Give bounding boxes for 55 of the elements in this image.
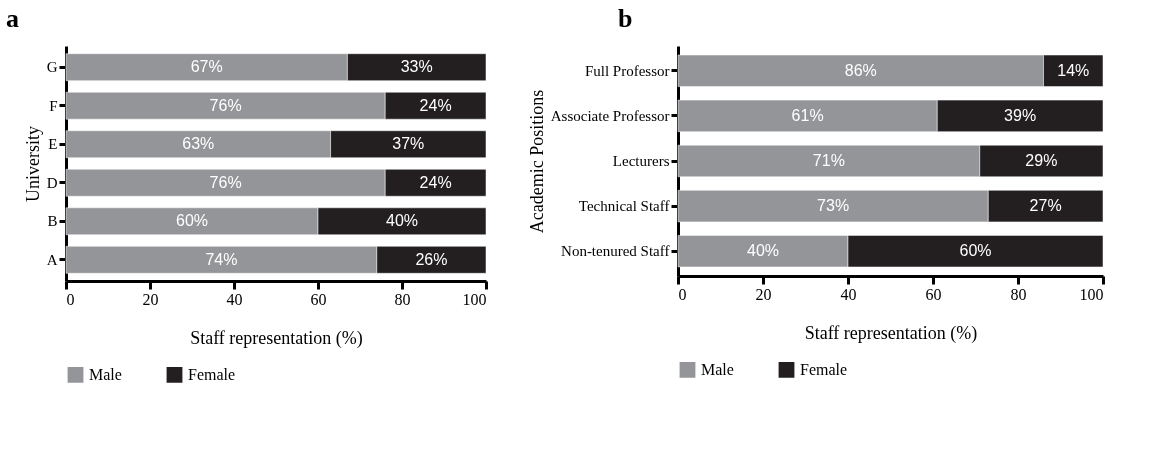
x-tick-label: 100 [1079,285,1104,303]
x-tick-label: 80 [394,290,411,308]
legend-label: Male [701,360,734,378]
y-tick-label: Non-tenured Staff [561,243,670,260]
data-label: 29% [1025,152,1058,169]
data-label: 73% [817,197,850,215]
x-tick-label: 100 [462,290,487,308]
x-tick-label: 0 [66,290,75,308]
data-label: 26% [415,250,448,268]
x-tick-label: 40 [226,290,243,308]
legend-label: Male [89,365,122,383]
data-label: 37% [392,135,425,153]
x-tick-label: 20 [755,285,772,303]
data-label: 63% [182,135,215,153]
data-label: 60% [175,212,209,230]
x-axis-title: Staff representation (%) [804,322,978,344]
data-label: 67% [190,58,223,76]
y-axis-title: University [22,126,43,202]
data-label: 61% [791,106,824,124]
x-tick-label: 0 [678,285,687,303]
legend-label: Female [188,365,236,383]
chart-title: a [6,4,19,33]
data-label: 60% [959,242,992,260]
x-tick-label: 60 [925,285,942,303]
data-label: 71% [812,152,845,169]
legend-label: Female [800,360,848,378]
x-axis-title: Staff representation (%) [190,327,363,349]
y-axis-title: Academic Positions [526,89,547,234]
y-tick-label: Technical Staff [578,198,670,215]
x-tick-label: 40 [840,285,857,303]
data-label: 76% [209,173,242,191]
x-tick-label: 60 [310,290,327,308]
y-tick-label: Associate Professor [550,107,670,124]
data-label: 27% [1029,197,1062,215]
data-label: 24% [419,173,452,191]
y-tick-label: A [46,251,58,268]
y-tick-label: D [46,174,58,191]
data-label: 33% [400,58,433,76]
y-tick-label: B [47,213,58,230]
y-tick-label: F [49,97,58,114]
y-tick-label: G [46,59,58,76]
y-tick-label: Lecturers [612,153,670,169]
data-label: 74% [205,250,238,268]
data-label: 24% [419,96,452,114]
data-label: 86% [844,61,877,79]
chart-title: b [618,4,633,33]
data-label: 14% [1057,61,1090,79]
y-tick-label: Full Professor [584,62,670,79]
x-tick-label: 80 [1010,285,1027,303]
data-label: 76% [209,96,242,114]
y-tick-label: E [48,136,58,153]
x-tick-label: 20 [142,290,159,308]
data-label: 40% [746,242,780,260]
data-label: 39% [1004,106,1037,124]
data-label: 40% [385,212,419,230]
